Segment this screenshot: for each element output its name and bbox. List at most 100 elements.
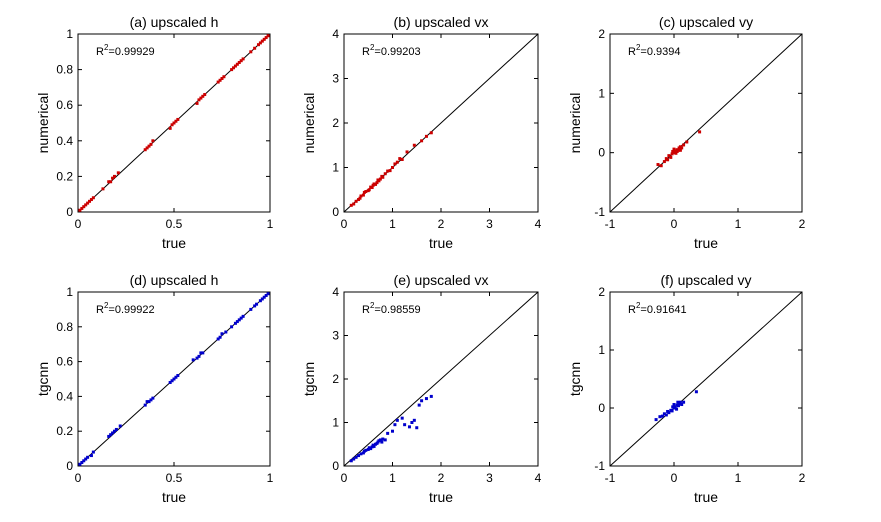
data-point: [199, 351, 203, 355]
data-point: [260, 297, 264, 301]
y-tick-label: 1: [598, 86, 605, 100]
data-point: [375, 181, 379, 185]
r-squared-value: =0.91641: [640, 304, 686, 316]
data-point: [680, 146, 684, 150]
data-point: [84, 457, 88, 461]
data-point: [255, 302, 259, 306]
x-tick-label: 0.5: [166, 471, 183, 485]
data-point: [698, 130, 702, 134]
data-point: [253, 304, 257, 308]
data-point: [220, 77, 224, 80]
r-squared-symbol: R: [362, 46, 370, 58]
x-axis-label: true: [429, 489, 453, 505]
data-point: [354, 199, 358, 203]
r-squared-exponent: 2: [636, 301, 641, 310]
data-point: [222, 75, 226, 79]
data-point: [170, 379, 174, 383]
data-point: [114, 427, 118, 431]
data-point: [143, 403, 147, 407]
data-point: [658, 415, 662, 419]
data-point: [377, 179, 381, 183]
y-tick-label: 0.8: [56, 320, 73, 334]
data-point: [349, 459, 353, 463]
data-point: [374, 182, 378, 186]
data-point: [378, 177, 382, 181]
data-point: [673, 405, 677, 409]
data-point: [111, 431, 115, 435]
y-tick-label: 0.4: [56, 134, 73, 148]
y-tick-label: 0.6: [56, 355, 73, 369]
y-tick-label: 0.2: [56, 169, 73, 183]
x-tick-label: 0: [75, 471, 82, 485]
data-point: [201, 94, 205, 98]
data-point: [224, 330, 228, 334]
x-tick-label: 1: [735, 471, 742, 485]
data-point: [667, 154, 671, 158]
data-point: [669, 155, 673, 159]
r-squared-symbol: R: [96, 46, 104, 58]
data-point: [107, 434, 111, 438]
data-point: [258, 41, 262, 45]
y-tick-label: 2: [332, 372, 339, 386]
data-point: [203, 93, 207, 97]
data-point: [235, 62, 239, 66]
r-squared-exponent: 2: [104, 301, 109, 310]
data-point: [253, 46, 257, 50]
data-point: [662, 412, 666, 416]
data-point: [218, 335, 222, 339]
data-point: [174, 375, 178, 379]
r-squared-exponent: 2: [636, 43, 641, 52]
x-axis-label: true: [694, 235, 718, 251]
data-point: [380, 440, 384, 444]
data-point: [170, 123, 174, 127]
data-point: [429, 394, 433, 398]
data-point: [80, 461, 84, 465]
data-point: [680, 403, 684, 407]
y-tick-label: 4: [332, 285, 339, 299]
data-point: [395, 160, 399, 164]
r-squared-value: =0.99922: [108, 304, 154, 316]
x-tick-label: 4: [535, 471, 542, 485]
chart-title: (b) upscaled vx: [394, 14, 489, 30]
data-point: [361, 451, 365, 455]
data-point: [349, 203, 353, 207]
data-point: [386, 431, 390, 435]
data-point: [262, 295, 266, 299]
data-point: [354, 455, 358, 459]
data-point: [398, 157, 402, 161]
data-point: [395, 418, 399, 422]
data-point: [391, 166, 394, 169]
y-tick-label: 0: [598, 146, 605, 160]
x-axis-label: true: [429, 235, 453, 251]
y-tick-label: 0: [332, 459, 339, 473]
y-axis-label: numerical: [301, 93, 317, 154]
r-squared-annotation: R2=0.99203: [362, 43, 421, 58]
data-point: [201, 351, 205, 355]
x-tick-label: 1: [267, 217, 274, 231]
r-squared-annotation: R2=0.99929: [96, 43, 155, 58]
data-point: [366, 447, 370, 451]
data-point: [147, 400, 151, 404]
data-point: [364, 190, 368, 194]
data-point: [264, 36, 268, 40]
data-point: [82, 459, 86, 463]
data-point: [168, 380, 172, 384]
y-axis-label: numerical: [567, 93, 583, 154]
data-point: [678, 148, 682, 152]
data-point: [662, 160, 666, 164]
data-point: [89, 198, 93, 202]
y-tick-label: 3: [332, 329, 339, 343]
data-point: [249, 50, 253, 54]
data-point: [386, 169, 390, 173]
data-point: [676, 404, 680, 408]
data-point: [241, 57, 245, 61]
y-tick-label: 2: [598, 285, 605, 299]
data-point: [176, 374, 180, 378]
data-point: [220, 332, 224, 336]
data-point: [235, 320, 239, 324]
data-point: [86, 455, 90, 459]
data-point: [383, 438, 387, 442]
y-tick-label: 2: [598, 27, 605, 41]
data-point: [264, 293, 268, 297]
x-axis-label: true: [694, 489, 718, 505]
